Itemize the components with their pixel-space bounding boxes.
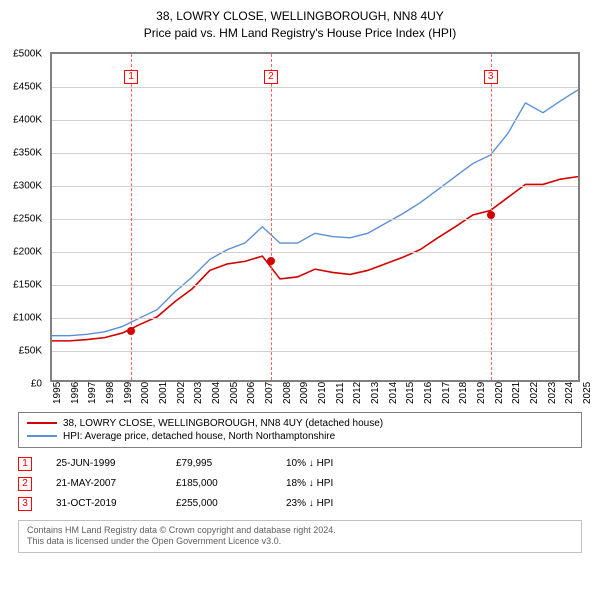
y-axis-label: £150K [0, 279, 42, 290]
chart-area: £0£50K£100K£150K£200K£250K£300K£350K£400… [50, 52, 580, 382]
x-axis-label: 2015 [405, 381, 416, 403]
legend-item: 38, LOWRY CLOSE, WELLINGBOROUGH, NN8 4UY… [27, 417, 573, 430]
sale-vertical-line [271, 54, 272, 380]
x-axis-label: 2001 [158, 381, 169, 403]
sales-row: 3 31-OCT-2019£255,00023% ↓ HPI [18, 494, 582, 514]
x-axis-label: 1998 [105, 381, 116, 403]
sales-table: 1 25-JUN-1999£79,99510% ↓ HPI 2 21-MAY-2007… [18, 454, 582, 514]
x-axis-label: 2012 [352, 381, 363, 403]
sales-price: £185,000 [176, 478, 286, 489]
x-axis-label: 1999 [123, 381, 134, 403]
footer-line-2: This data is licensed under the Open Gov… [27, 536, 573, 548]
sale-dot [487, 211, 495, 219]
x-axis-label: 2011 [335, 382, 346, 404]
sales-row: 1 25-JUN-1999£79,99510% ↓ HPI [18, 454, 582, 474]
y-axis-label: £50K [0, 345, 42, 356]
x-axis-label: 2023 [547, 381, 558, 403]
y-axis-label: £450K [0, 81, 42, 92]
x-axis-label: 2014 [388, 381, 399, 403]
x-axis-label: 1995 [52, 381, 63, 403]
x-axis-label: 2010 [317, 381, 328, 403]
x-axis-label: 2019 [476, 381, 487, 403]
legend: 38, LOWRY CLOSE, WELLINGBOROUGH, NN8 4UY… [18, 412, 582, 448]
x-axis-label: 2024 [564, 381, 575, 403]
sales-date: 25-JUN-1999 [56, 458, 176, 469]
legend-label: 38, LOWRY CLOSE, WELLINGBOROUGH, NN8 4UY… [63, 418, 383, 429]
x-axis-label: 2022 [529, 381, 540, 403]
sales-index-box: 1 [18, 457, 32, 471]
sales-price: £79,995 [176, 458, 286, 469]
x-axis-label: 2009 [299, 381, 310, 403]
x-axis-label: 2000 [140, 381, 151, 403]
sales-delta: 23% ↓ HPI [286, 498, 386, 509]
x-axis-label: 2021 [511, 381, 522, 403]
sales-date: 21-MAY-2007 [56, 478, 176, 489]
sales-price: £255,000 [176, 498, 286, 509]
x-axis-label: 2013 [370, 381, 381, 403]
footer-line-1: Contains HM Land Registry data © Crown c… [27, 525, 573, 537]
sales-index-box: 3 [18, 497, 32, 511]
sales-row: 2 21-MAY-2007£185,00018% ↓ HPI [18, 474, 582, 494]
x-axis-label: 2020 [494, 381, 505, 403]
legend-label: HPI: Average price, detached house, Nort… [63, 431, 335, 442]
x-axis-label: 2017 [441, 381, 452, 403]
sales-delta: 18% ↓ HPI [286, 478, 386, 489]
legend-swatch [27, 422, 57, 424]
title-line-2: Price paid vs. HM Land Registry's House … [0, 25, 600, 42]
y-axis-label: £100K [0, 312, 42, 323]
y-axis-label: £350K [0, 147, 42, 158]
x-axis-label: 2018 [458, 381, 469, 403]
legend-swatch [27, 435, 57, 437]
y-axis-label: £300K [0, 180, 42, 191]
x-axis-label: 2016 [423, 381, 434, 403]
sales-date: 31-OCT-2019 [56, 498, 176, 509]
x-axis-label: 1997 [87, 381, 98, 403]
y-axis-label: £400K [0, 114, 42, 125]
sales-delta: 10% ↓ HPI [286, 458, 386, 469]
y-axis-label: £0 [0, 378, 42, 389]
x-axis-label: 2005 [229, 381, 240, 403]
sale-marker-box: 3 [484, 70, 498, 84]
x-axis-label: 2004 [211, 381, 222, 403]
sale-marker-box: 1 [124, 70, 138, 84]
y-axis-label: £500K [0, 48, 42, 59]
sale-dot [127, 327, 135, 335]
y-axis-label: £200K [0, 246, 42, 257]
sale-dot [267, 257, 275, 265]
x-axis-label: 1996 [70, 381, 81, 403]
chart-container: 38, LOWRY CLOSE, WELLINGBOROUGH, NN8 4UY… [0, 0, 600, 590]
x-axis-label: 2006 [246, 381, 257, 403]
x-axis-label: 2003 [193, 381, 204, 403]
legend-item: HPI: Average price, detached house, Nort… [27, 430, 573, 443]
title-block: 38, LOWRY CLOSE, WELLINGBOROUGH, NN8 4UY… [0, 0, 600, 42]
x-axis-label: 2008 [282, 381, 293, 403]
sale-marker-box: 2 [264, 70, 278, 84]
title-line-1: 38, LOWRY CLOSE, WELLINGBOROUGH, NN8 4UY [0, 8, 600, 25]
x-axis-label: 2002 [176, 381, 187, 403]
footer: Contains HM Land Registry data © Crown c… [18, 520, 582, 553]
sales-index-box: 2 [18, 477, 32, 491]
y-axis-label: £250K [0, 213, 42, 224]
x-axis-label: 2007 [264, 381, 275, 403]
x-axis-label: 2025 [582, 381, 593, 403]
